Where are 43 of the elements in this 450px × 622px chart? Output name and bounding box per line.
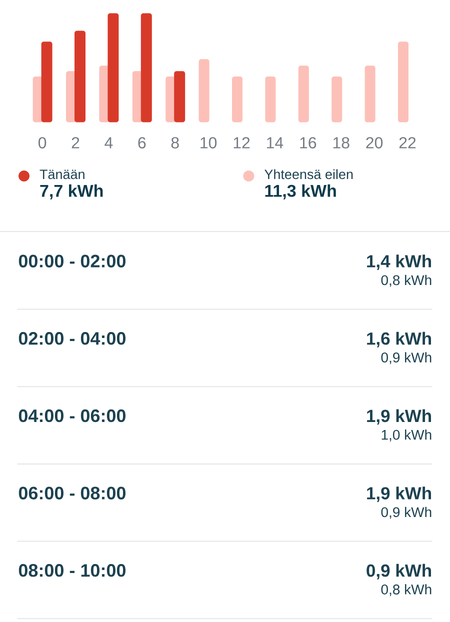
category-label: 02:00 - 04:00 [18,332,126,345]
category-label: 00:00 - 02:00 [18,254,126,268]
bar [140,13,152,122]
legend-label: Yhteensä eilen [264,169,353,180]
bar [298,66,309,122]
x-tick-label: 16 [300,137,316,148]
data-label: 0,9 kWh [366,564,431,580]
x-tick-label: 6 [138,137,146,148]
x-tick-label: 18 [333,137,350,148]
bar [74,30,86,122]
data-label: 0,8 kWh [381,584,432,596]
x-tick-label: 14 [267,137,284,148]
x-tick-label: 8 [171,137,179,148]
data-label: 0,9 kWh [381,506,432,519]
bar [398,42,408,122]
data-label: 1,0 kWh [382,430,432,442]
x-tick-label: 0 [38,137,46,148]
text: 11,3 kWh [265,184,336,200]
category-label: 08:00 - 10:00 [18,564,126,577]
bar [364,66,376,122]
category-label: 06:00 - 08:00 [18,486,126,500]
bar [265,76,276,122]
x-tick-label: 2 [72,137,80,148]
x-tick-label: 22 [399,137,416,148]
bar [232,76,242,122]
data-label: 1,9 kWh [367,409,431,425]
text: 7,7 kWh [40,184,103,200]
x-tick-label: 12 [234,137,250,148]
bar [198,59,210,122]
data-label: 0,8 kWh [381,274,432,287]
data-label: 1,4 kWh [367,254,431,270]
bar [332,76,342,122]
data-label: 1,6 kWh [367,332,431,348]
x-tick-label: 20 [366,137,383,148]
data-label: 1,9 kWh [367,486,431,502]
bar [174,71,186,122]
bar [41,42,52,122]
x-tick-label: 10 [200,137,217,148]
x-tick-label: 4 [104,137,113,148]
legend-label: Tänään [40,170,84,180]
category-label: 04:00 - 06:00 [18,409,126,422]
bar [108,13,119,122]
data-label: 0,9 kWh [381,352,432,364]
